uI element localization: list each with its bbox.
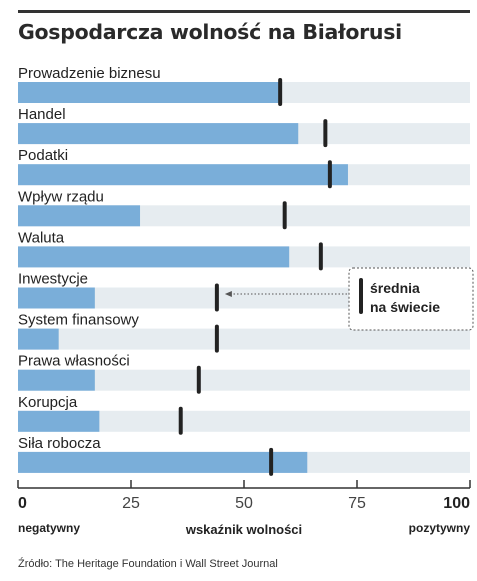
x-axis-title: wskaźnik wolności [185, 522, 302, 537]
legend-pointer-arrow [224, 291, 232, 297]
x-min-label: negatywny [18, 521, 80, 535]
bar [18, 328, 59, 350]
category-label: Prawa własności [18, 353, 130, 370]
bar [18, 123, 299, 145]
source-note: Źródło: The Heritage Foundation i Wall S… [18, 558, 278, 570]
world-average-marker [323, 119, 328, 148]
bar [18, 82, 281, 103]
world-average-marker [178, 406, 183, 435]
category-label: Handel [18, 106, 66, 123]
chart: Prowadzenie biznesu Handel Podatki Wpływ rz… [17, 65, 474, 537]
legend-box [348, 267, 474, 331]
x-tick-label: 0 [18, 495, 27, 512]
bar-track [18, 369, 470, 391]
bar [18, 164, 348, 186]
category-label: Prowadzenie biznesu [18, 65, 161, 82]
world-average-marker [327, 160, 332, 189]
category-label: Inwestycje [18, 271, 88, 288]
category-label: Podatki [18, 147, 68, 164]
category-label: Korupcja [18, 394, 78, 411]
world-average-marker [282, 201, 287, 230]
x-tick-label: 100 [443, 495, 470, 512]
legend-label-line2: na świecie [370, 299, 440, 315]
world-average-marker [214, 283, 219, 312]
bar [18, 246, 290, 268]
world-average-marker [269, 447, 274, 476]
bar-track [18, 328, 470, 350]
category-label: Siła robocza [18, 435, 101, 452]
category-label: System finansowy [18, 312, 139, 329]
title-rule [18, 10, 470, 13]
x-max-label: pozytywny [409, 521, 471, 535]
legend-label-line1: średnia [370, 280, 420, 296]
bar-track [18, 410, 470, 432]
chart-title: Gospodarcza wolność na Białorusi [18, 20, 402, 44]
bar [18, 410, 100, 432]
x-tick-label: 50 [235, 495, 253, 512]
world-average-marker [318, 242, 323, 271]
bar [18, 369, 95, 391]
world-average-marker [196, 365, 201, 394]
x-tick-label: 25 [122, 495, 140, 512]
world-average-marker [214, 324, 219, 353]
bar [18, 287, 95, 309]
x-tick-label: 75 [348, 495, 366, 512]
category-label: Wpływ rządu [18, 188, 104, 205]
legend-marker-icon [359, 278, 363, 314]
world-average-marker [278, 78, 283, 106]
bar [18, 451, 308, 473]
category-label: Waluta [18, 229, 65, 246]
bar [18, 205, 141, 227]
